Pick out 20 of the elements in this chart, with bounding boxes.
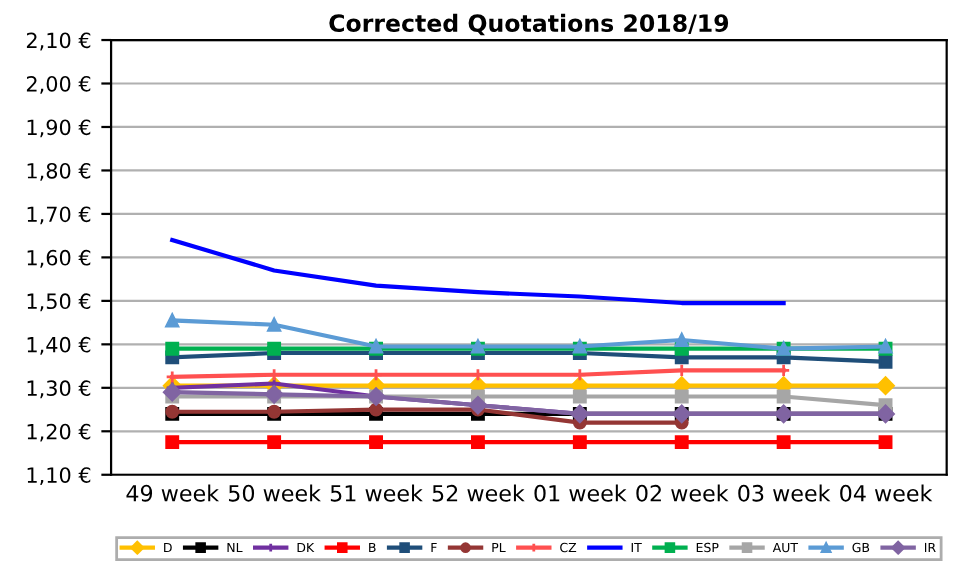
y-tick-label: 1,80 €	[27, 162, 91, 181]
y-tick-label: 1,90 €	[27, 119, 91, 138]
y-tick-label: 2,00 €	[26, 75, 91, 94]
y-tick-label: 2,10 €	[26, 32, 91, 51]
x-tick-label: 49 week	[126, 484, 220, 502]
x-tick-label: 51 week	[330, 484, 423, 502]
x-tick-label: 04 week	[840, 484, 933, 502]
y-tick-label: 1,50 €	[27, 293, 91, 312]
y-tick-label: 1,10 €	[27, 467, 91, 486]
chart-title: Corrected Quotations 2018/19	[329, 13, 729, 36]
x-tick-label: 50 week	[228, 484, 321, 502]
y-tick-label: 1,30 €	[27, 380, 91, 399]
x-tick-label: 03 week	[738, 484, 831, 502]
x-tick-label: 02 week	[636, 484, 729, 502]
y-tick-label: 1,20 €	[27, 423, 91, 442]
y-tick-label: 1,40 €	[27, 336, 91, 355]
x-tick-label: 01 week	[534, 484, 627, 502]
x-tick-label: 52 week	[432, 484, 525, 502]
y-tick-label: 1,70 €	[27, 206, 91, 225]
y-tick-label: 1,60 €	[27, 249, 91, 268]
